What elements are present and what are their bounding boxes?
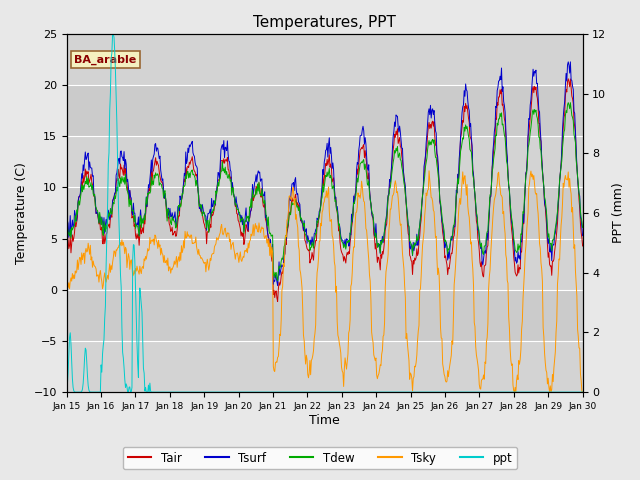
X-axis label: Time: Time — [309, 414, 340, 427]
Text: BA_arable: BA_arable — [74, 55, 137, 65]
Bar — [67, 34, 582, 85]
Y-axis label: PPT (mm): PPT (mm) — [612, 183, 625, 243]
Bar — [67, 341, 582, 392]
Bar — [67, 85, 582, 136]
Title: Temperatures, PPT: Temperatures, PPT — [253, 15, 396, 30]
Bar — [67, 187, 582, 239]
Legend: Tair, Tsurf, Tdew, Tsky, ppt: Tair, Tsurf, Tdew, Tsky, ppt — [123, 447, 517, 469]
Bar — [67, 290, 582, 341]
Y-axis label: Temperature (C): Temperature (C) — [15, 162, 28, 264]
Bar — [67, 136, 582, 187]
Bar — [67, 239, 582, 290]
